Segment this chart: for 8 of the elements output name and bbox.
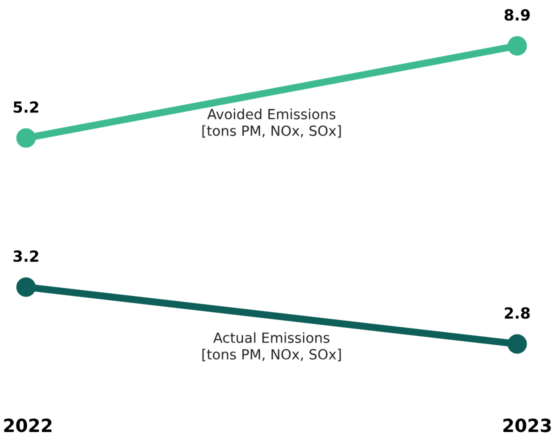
- x-tick-label: 2022: [4, 418, 52, 432]
- data-label: 8.9: [504, 9, 530, 21]
- series-label: Avoided Emissions [tons PM, NOx, SOx]: [202, 108, 341, 138]
- data-label: 2.8: [504, 307, 530, 319]
- x-tick-label: 2023: [503, 418, 551, 432]
- data-label: 3.2: [14, 250, 38, 262]
- data-label: 5.2: [14, 101, 38, 113]
- series-label: Actual Emissions [tons PM, NOx, SOx]: [202, 332, 341, 362]
